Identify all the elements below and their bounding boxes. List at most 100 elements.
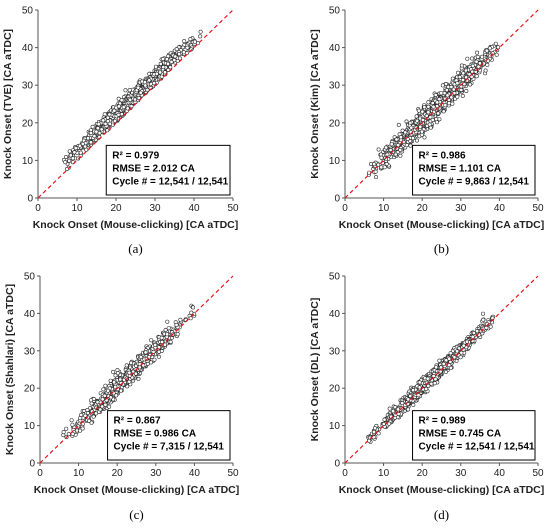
data-point (70, 156, 75, 161)
data-point (119, 98, 124, 103)
data-point (169, 59, 174, 64)
scatter-points (61, 303, 197, 440)
data-point (409, 125, 414, 130)
data-point (445, 93, 450, 98)
data-point (152, 357, 157, 362)
data-point (439, 91, 444, 96)
data-point (441, 109, 446, 114)
data-point (108, 395, 113, 400)
data-point (378, 152, 383, 157)
data-point (85, 407, 90, 412)
data-point (434, 365, 439, 370)
data-point (476, 64, 481, 69)
data-point (396, 411, 401, 416)
data-point (474, 59, 479, 64)
data-point (433, 93, 438, 98)
data-point (178, 317, 183, 322)
data-point (448, 359, 453, 364)
data-point (487, 46, 492, 51)
data-point (161, 56, 166, 61)
panel-caption: (d) (434, 507, 449, 522)
rmse-label: RMSE = 0.745 CA (419, 429, 502, 440)
data-point (121, 105, 126, 110)
data-point (78, 416, 83, 421)
data-point (434, 117, 439, 122)
data-point (451, 87, 456, 92)
data-point (149, 360, 154, 365)
data-point (406, 407, 411, 412)
data-point (67, 158, 72, 163)
data-point (166, 326, 171, 331)
data-point (149, 338, 154, 343)
data-point (426, 110, 431, 115)
data-point (368, 162, 373, 167)
data-point (111, 369, 116, 374)
x-tick-label: 0 (35, 203, 41, 214)
x-tick-label: 50 (227, 468, 239, 479)
data-point (376, 431, 381, 436)
x-tick-label: 0 (37, 468, 43, 479)
data-point (173, 54, 178, 59)
data-point (477, 61, 482, 66)
data-point (393, 152, 398, 157)
data-point (100, 397, 105, 402)
chart-panel-d: 00 10 10 20 20 30 30 40 40 50 50 R² = 0.989 RMSE = 0… (309, 272, 544, 523)
data-point (494, 52, 499, 57)
data-point (182, 39, 187, 44)
data-point (371, 429, 376, 434)
data-point (408, 393, 413, 398)
data-point (379, 155, 384, 160)
data-point (128, 97, 133, 102)
data-point (112, 380, 117, 385)
data-point (459, 88, 464, 93)
data-point (158, 61, 163, 66)
x-axis-label: Knock Onset (Mouse-clicking) [CA aTDC] (339, 484, 545, 496)
x-tick-label: 40 (188, 203, 200, 214)
x-tick-label: 20 (417, 203, 429, 214)
data-point (411, 402, 416, 407)
data-point (185, 45, 190, 50)
data-point (145, 87, 150, 92)
data-point (396, 122, 401, 127)
y-axis-label: Knock Onset (TVE) [CA aTDC] (2, 29, 14, 179)
x-axis-label: Knock Onset (Mouse-clicking) [CA aTDC] (34, 484, 240, 496)
data-point (455, 94, 460, 99)
data-point (422, 105, 427, 110)
data-point (410, 136, 415, 141)
y-tick-label: 20 (24, 384, 36, 395)
panel-caption: (c) (129, 507, 143, 522)
chart-panel-c: 00 10 10 20 20 30 30 40 40 50 50 R² = 0.867 RMSE = 0… (4, 272, 239, 523)
data-point (160, 339, 165, 344)
data-point (418, 124, 423, 129)
data-point (424, 113, 429, 118)
y-tick-label: 40 (24, 309, 36, 320)
data-point (113, 373, 118, 378)
y-tick-label: 50 (24, 272, 36, 283)
data-point (449, 84, 454, 89)
data-point (105, 128, 110, 133)
data-point (464, 89, 469, 94)
data-point (427, 122, 432, 127)
y-tick-label: 20 (22, 118, 34, 129)
x-tick-label: 30 (149, 203, 161, 214)
chart-panel-b: 00 10 10 20 20 30 30 40 40 50 50 R² = 0.986 RMSE = 1… (309, 6, 544, 257)
data-point (381, 421, 386, 426)
data-point (70, 431, 75, 436)
data-point (83, 413, 88, 418)
data-point (172, 58, 177, 63)
data-point (61, 430, 66, 435)
y-tick-label: 30 (329, 346, 341, 357)
data-point (403, 130, 408, 135)
data-point (89, 130, 94, 135)
data-point (408, 143, 413, 148)
data-point (153, 342, 158, 347)
y-tick-label: 50 (22, 6, 34, 17)
data-point (428, 115, 433, 120)
x-tick-label: 0 (342, 468, 348, 479)
data-point (83, 144, 88, 149)
data-point (94, 129, 99, 134)
data-point (420, 118, 425, 123)
data-point (153, 64, 158, 69)
data-point (147, 78, 152, 83)
